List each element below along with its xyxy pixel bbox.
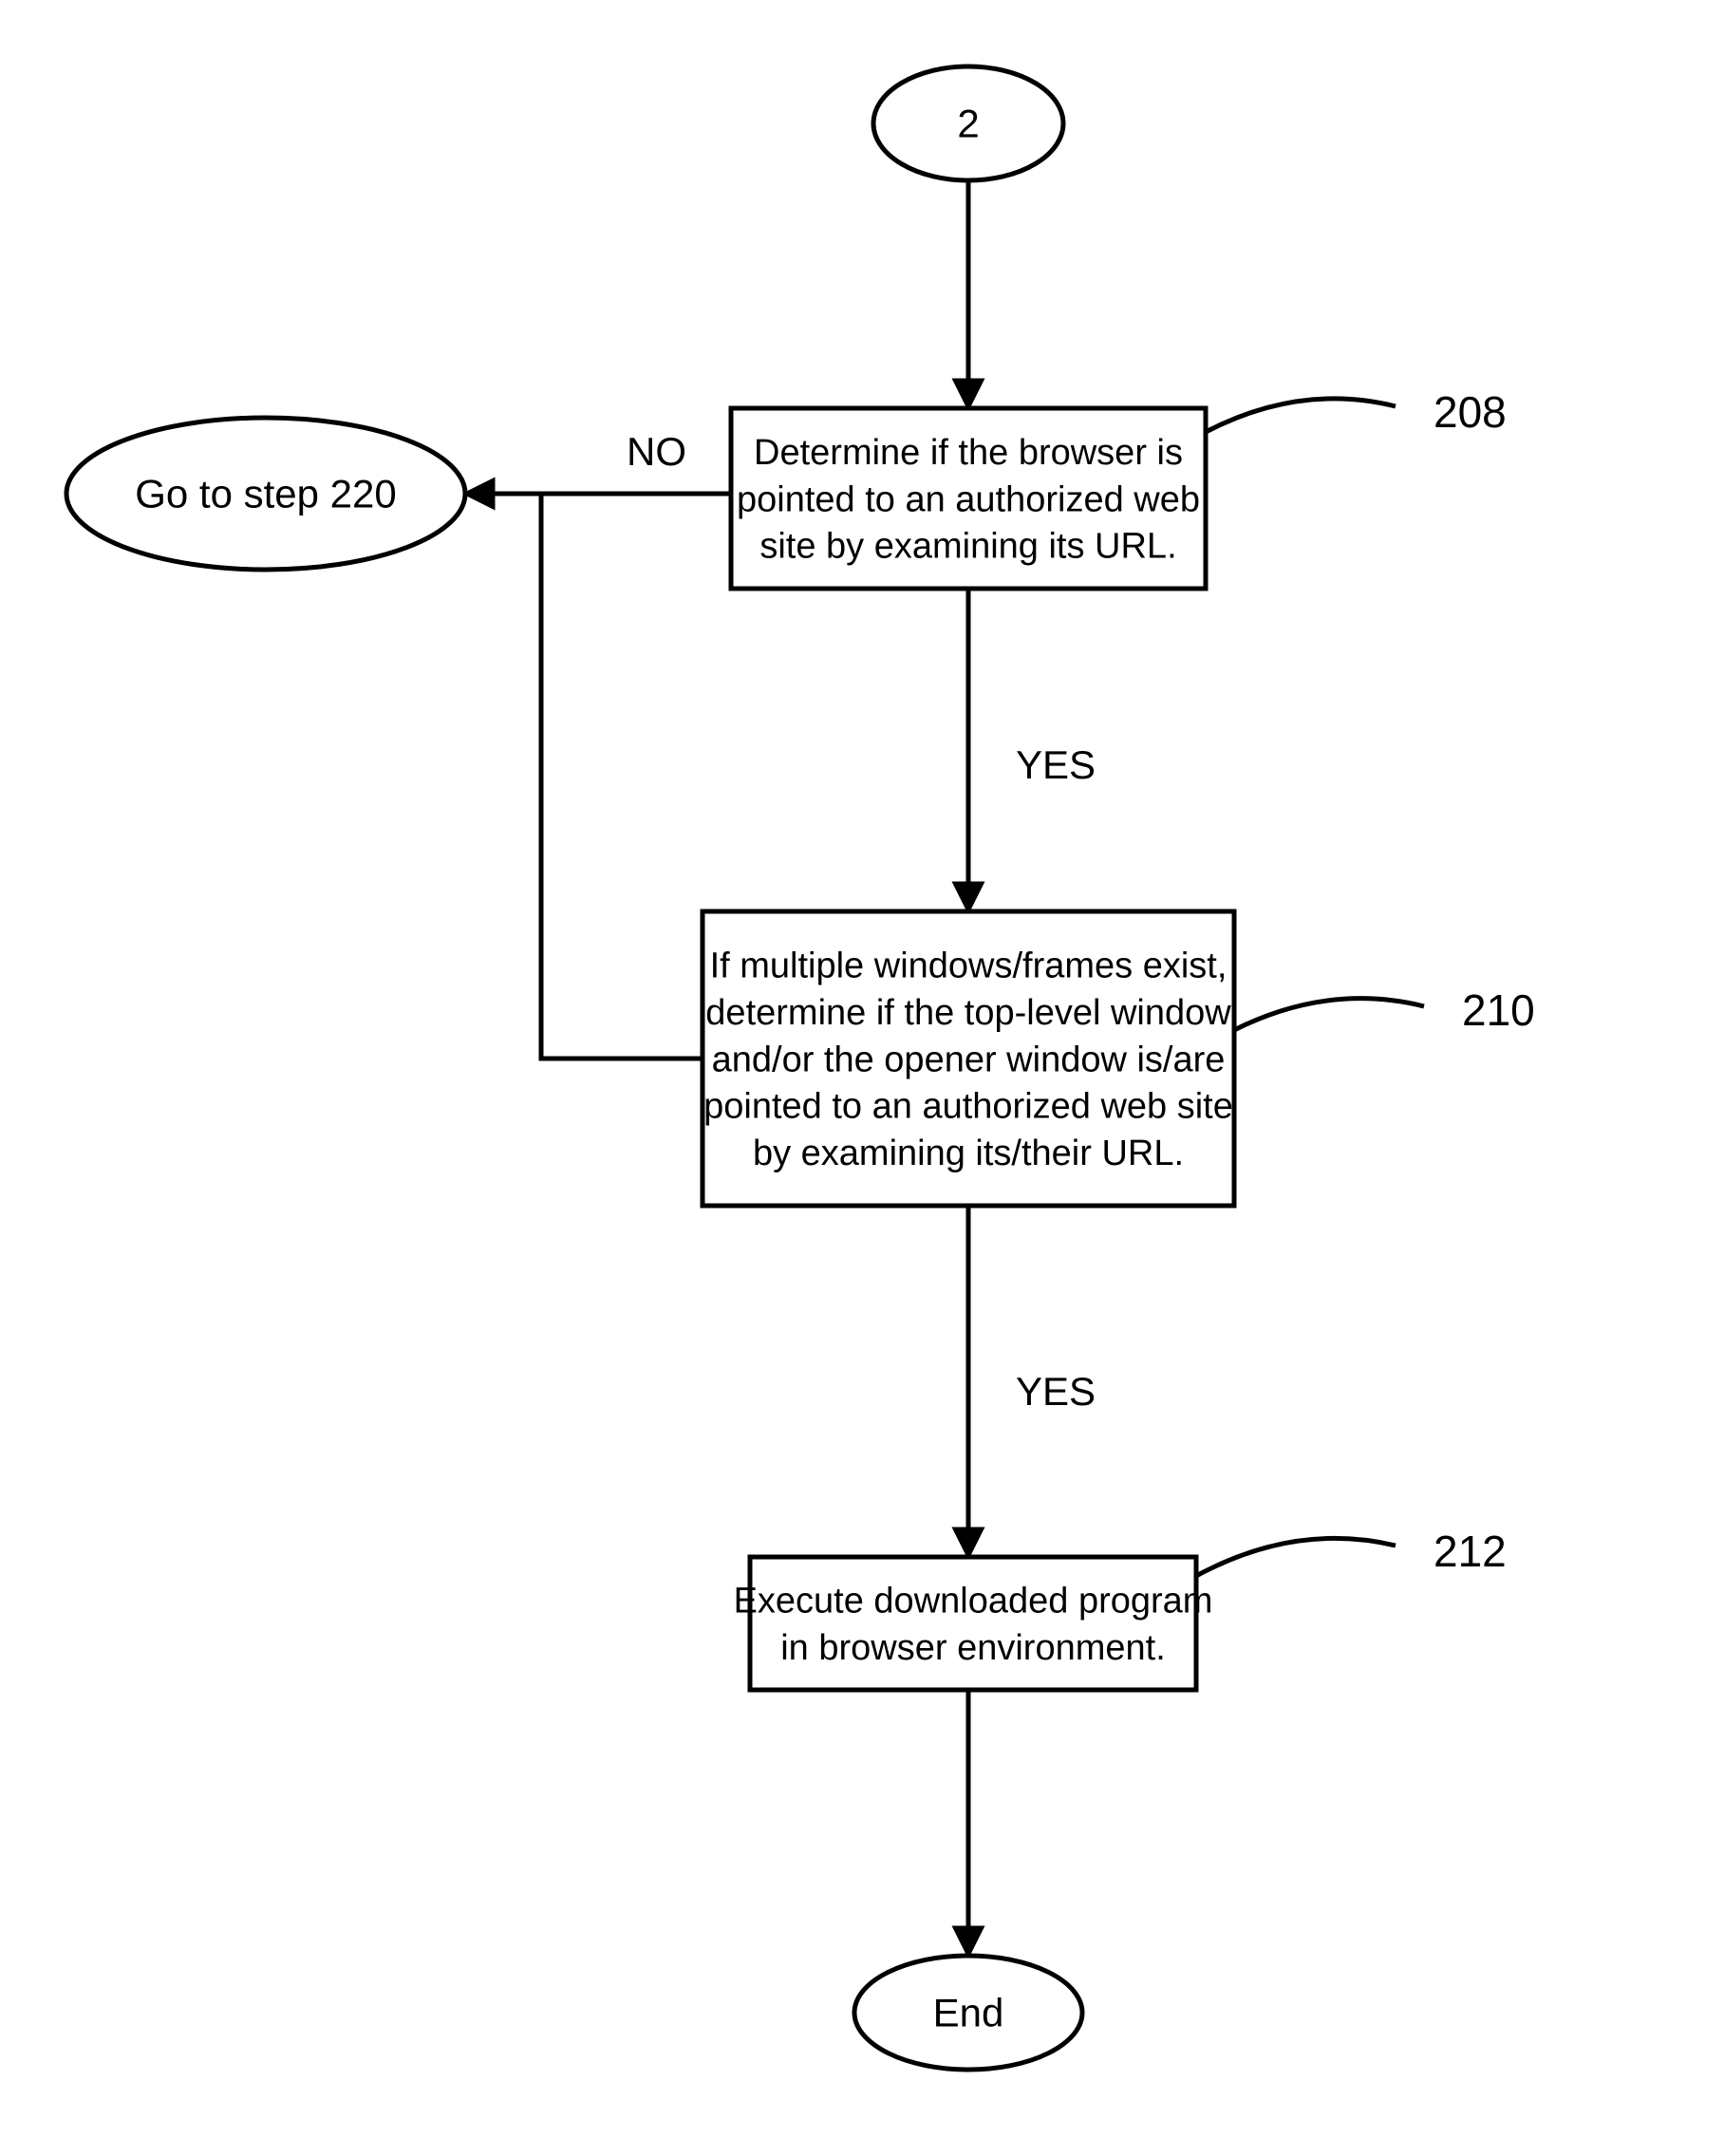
ref-number: 208 (1434, 387, 1507, 437)
ref-leader (1196, 1538, 1396, 1576)
node-label: If multiple windows/frames exist,determi… (703, 947, 1233, 1174)
node-goto220: Go to step 220 (66, 418, 465, 570)
node-start: 2 (873, 66, 1063, 180)
node-box210: If multiple windows/frames exist,determi… (703, 911, 1234, 1206)
node-box212: Execute downloaded programin browser env… (734, 1557, 1213, 1690)
ref-number: 212 (1434, 1527, 1507, 1576)
node-label: End (933, 1991, 1004, 2035)
edge-label: YES (1016, 1369, 1096, 1414)
edge-label: NO (627, 429, 686, 474)
node-label: Determine if the browser ispointed to an… (737, 433, 1200, 567)
node-end: End (854, 1956, 1082, 2070)
node-label: 2 (957, 102, 979, 146)
ref-leader (1206, 399, 1396, 432)
edge-label: YES (1016, 742, 1096, 787)
flowchart-diagram: 2 Go to step 220 Determine if the browser … (0, 0, 1724, 2156)
ref-number: 210 (1462, 985, 1535, 1035)
node-box208: Determine if the browser ispointed to an… (731, 408, 1206, 589)
edge (541, 494, 703, 1059)
ref-leader (1234, 999, 1424, 1030)
nodes-layer: 2 Go to step 220 Determine if the browser … (66, 66, 1234, 2070)
node-label: Go to step 220 (135, 472, 397, 516)
